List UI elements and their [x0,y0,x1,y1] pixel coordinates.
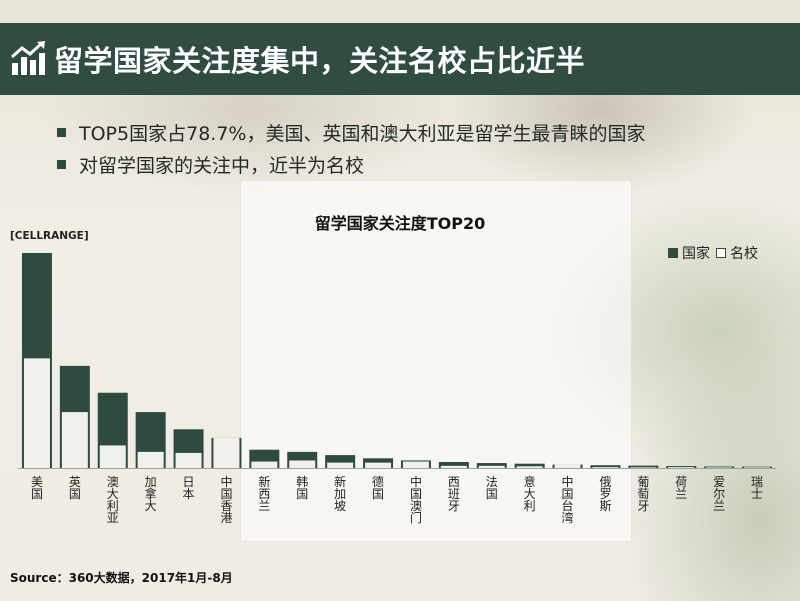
notebook-background [240,180,632,542]
bar-country [438,461,469,468]
bar-school [630,467,657,468]
x-tick-label: 荷兰 [675,475,687,501]
bullet-marker [57,159,66,169]
bar-country [666,466,697,468]
bullet-marker [57,127,66,137]
bar-school [327,462,354,468]
x-tick-label: 韩国 [296,474,308,501]
x-tick-label: 中国台湾 [562,474,574,525]
bar-country [514,463,545,468]
bar-school [61,412,88,468]
bar-school [554,464,581,468]
bar-school [402,461,429,468]
bar-country [590,465,621,468]
x-tick-label: 日本 [183,475,195,501]
legend-swatch-school [716,248,726,258]
bar-school [365,462,392,468]
bullet-item: TOP5国家占78.7%，美国、英国和澳大利亚是留学生最青睐的国家 [57,116,645,148]
x-tick-label: 加拿大 [145,475,157,513]
bar-school [706,467,733,468]
data-label-placeholder: [CELLRANGE] [10,230,89,242]
bullet-text: 对留学国家的关注中，近半为名校 [79,154,365,177]
bar-school [744,467,771,468]
source-note: Source：360大数据，2017年1月-8月 [10,571,233,585]
chart-legend: 国家 名校 [668,243,764,263]
bar-school [478,465,505,468]
x-tick-label: 澳大利亚 [107,475,119,525]
x-tick-label: 瑞士 [751,475,763,501]
bar-country [704,466,735,468]
bullet-item: 对留学国家的关注中，近半为名校 [57,148,645,180]
bar-school [213,437,240,468]
bullet-list: TOP5国家占78.7%，美国、英国和澳大利亚是留学生最青睐的国家 对留学国家的… [57,116,645,180]
x-tick-label: 葡萄牙 [637,475,649,513]
title-bar: 留学国家关注度集中，关注名校占比近半 [0,23,800,95]
x-tick-label: 英国 [69,475,81,501]
bar-school [23,358,50,468]
x-tick-label: 俄罗斯 [599,475,611,513]
bar-country [476,463,507,468]
x-tick-label: 美国 [31,475,43,501]
bullet-text: TOP5国家占78.7%，美国、英国和澳大利亚是留学生最青睐的国家 [79,122,646,145]
legend-label-country: 国家 [682,246,710,262]
x-tick-label: 法国 [486,475,498,501]
bar-school [289,460,316,468]
legend-item-school: 名校 [716,243,758,263]
x-tick-label: 新加坡 [334,474,346,513]
x-tick-label: 德国 [372,474,384,501]
bar-school [440,465,467,468]
legend-swatch-country [668,248,678,258]
bar-school [99,445,126,468]
legend-label-school: 名校 [730,246,758,262]
legend-item-country: 国家 [668,243,710,263]
bar-country [742,466,773,468]
x-tick-label: 西班牙 [448,475,460,513]
bar-school [668,467,695,468]
bar-chart-icon [10,41,45,75]
x-tick-label: 意大利 [524,474,536,513]
chart-title: 留学国家关注度TOP20 [314,214,486,233]
bar-school [516,466,543,468]
bar-country [628,465,659,468]
bar-school [592,467,619,468]
x-tick-label: 爱尔兰 [713,475,725,513]
bar-school [175,452,202,468]
x-tick-label: 新西兰 [258,474,270,513]
page-title: 留学国家关注度集中，关注名校占比近半 [54,44,586,78]
bar-school [137,451,164,468]
x-tick-label: 中国香港 [220,474,232,525]
bar-school [251,461,278,468]
x-tick-label: 中国澳门 [410,474,422,525]
